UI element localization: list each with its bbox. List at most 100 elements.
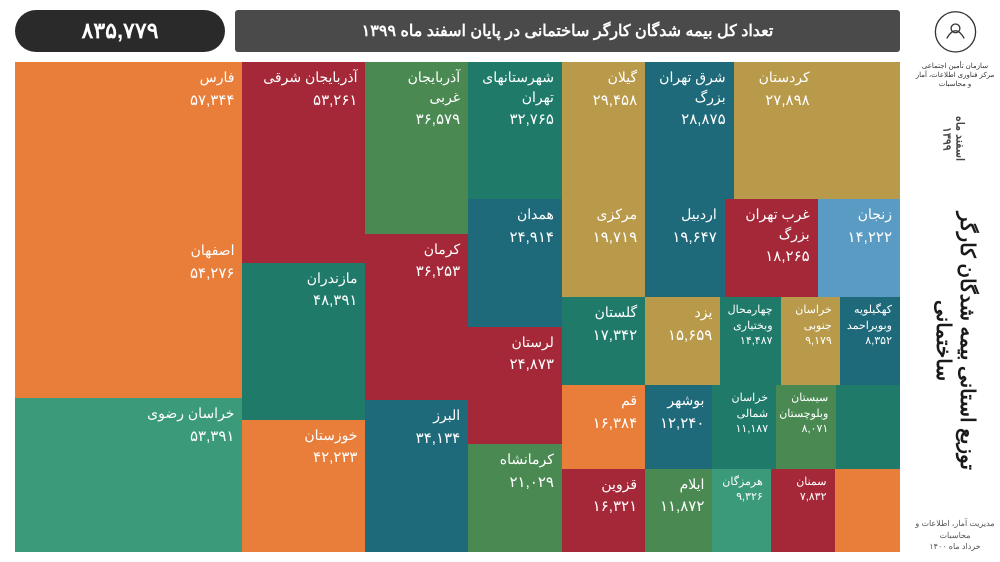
cell-value: ۹,۱۷۹	[789, 334, 832, 349]
cell-name: لرستان	[476, 333, 554, 353]
cell-value: ۳۶,۵۷۹	[373, 109, 460, 130]
cell-value: ۱۹,۶۴۷	[653, 227, 717, 248]
cell-value: ۲۹,۴۵۸	[570, 90, 637, 111]
cell-gilan: گیلان۲۹,۴۵۸	[562, 62, 645, 199]
cell-lorestan: لرستان۲۴,۸۷۳	[468, 327, 562, 445]
cell-value: ۴۲,۲۳۳	[250, 447, 357, 468]
cell-name: شهرستانهای تهران	[476, 68, 554, 107]
cell-name: هرمزگان	[720, 475, 762, 490]
cell-kurdistan: کردستان۲۷,۸۹۸	[734, 62, 818, 199]
vertical-title: توزیع استانی بیمه شدگان کارگر ساختمانی ا…	[931, 104, 979, 508]
cell-kerman: کرمان۳۶,۲۵۳	[365, 234, 468, 401]
cell-value: ۵۳,۳۹۱	[23, 426, 234, 447]
cell-fars: فارس۵۷,۳۴۴	[15, 62, 242, 235]
cell-alborz: البرز۳۴,۱۳۴	[365, 400, 468, 552]
cell-azarbaijan-gharbi: آذربایجان غربی۳۶,۵۷۹	[365, 62, 468, 234]
cell-zanjan: زنجان۱۴,۲۲۲	[818, 199, 900, 297]
cell-name: غرب تهران بزرگ	[733, 205, 810, 244]
cell-yazd: یزد۱۵,۶۵۹	[645, 297, 720, 385]
cell-name: چهارمحال وبختیاری	[728, 303, 772, 334]
cell-value: ۱۴,۲۲۲	[826, 227, 892, 248]
cell-name: خراسان شمالی	[720, 391, 768, 422]
cell-value: ۱۷,۳۴۲	[570, 325, 637, 346]
cell-name: مازندران	[250, 269, 357, 289]
cell-khorasan-shomali: خراسان شمالی۱۱,۱۸۷	[712, 385, 776, 468]
cell-value: ۱۶,۳۸۴	[570, 413, 637, 434]
cell-name: قم	[570, 391, 637, 411]
cell-name: کهگیلویه وبویراحمد	[848, 303, 892, 334]
cell-name: کردستان	[742, 68, 810, 88]
cell-name: همدان	[476, 205, 554, 225]
cell-value: ۱۴,۴۸۷	[728, 334, 772, 349]
cell-name: البرز	[373, 406, 460, 426]
cell-value: ۲۸,۸۷۵	[653, 109, 726, 130]
cell-name: بوشهر	[653, 391, 704, 411]
cell-value: ۱۲,۲۴۰	[653, 413, 704, 434]
main-area: تعداد کل بیمه شدگان کارگر ساختمانی در پا…	[0, 0, 910, 562]
cell-value: ۴۸,۳۹۱	[250, 290, 357, 311]
sidebar: سازمان تأمین اجتماعی مرکز فناوری اطلاعات…	[910, 0, 1000, 562]
treemap-chart: مدیریت آمار، اطلاعات و محاسبات سازمان تأ…	[15, 62, 900, 552]
cell-name: قزوین	[570, 475, 637, 495]
cell-name: اصفهان	[23, 241, 234, 261]
cell-name: خوزستان	[250, 426, 357, 446]
cell-value: ۵۴,۲۷۶	[23, 263, 234, 284]
org-logo-icon	[933, 10, 978, 54]
cell-value: ۸,۳۵۲	[848, 334, 892, 349]
cell-value: ۳۴,۱۳۴	[373, 428, 460, 449]
cell-value: ۲۴,۸۷۳	[476, 354, 554, 375]
cell-name: خراسان جنوبی	[789, 303, 832, 334]
cell-value: ۳۶,۲۵۳	[373, 261, 460, 282]
cell-name: اردبیل	[653, 205, 717, 225]
cell-value: ۲۱,۰۲۹	[476, 472, 554, 493]
cell-name: مرکزی	[570, 205, 637, 225]
cell-value: ۱۸,۲۶۵	[733, 246, 810, 267]
cell-value: ۲۷,۸۹۸	[742, 90, 810, 111]
cell-value: ۲۴,۹۱۴	[476, 227, 554, 248]
cell-markazi: مرکزی۱۹,۷۱۹	[562, 199, 645, 297]
cell-name: سیستان وبلوچستان	[784, 391, 828, 422]
cell-kohgiluyeh: کهگیلویه وبویراحمد۸,۳۵۲	[840, 297, 900, 385]
cell-value: ۹,۳۲۶	[720, 490, 762, 505]
cell-golestan: گلستان۱۷,۳۴۲	[562, 297, 645, 385]
cell-hormozgan: هرمزگان۹,۳۲۶	[712, 469, 770, 552]
cell-value: ۱۵,۶۵۹	[653, 325, 712, 346]
header-title: تعداد کل بیمه شدگان کارگر ساختمانی در پا…	[235, 10, 900, 52]
cell-ilam: ایلام۱۱,۸۷۲	[645, 469, 712, 552]
cell-value: ۱۱,۸۷۲	[653, 496, 704, 517]
cell-blank2	[836, 385, 900, 468]
cell-name: آذربایجان شرقی	[250, 68, 357, 88]
cell-tehran-counties: شهرستانهای تهران۳۲,۷۶۵	[468, 62, 562, 199]
cell-tehran-east: شرق تهران بزرگ۲۸,۸۷۵	[645, 62, 734, 199]
cell-qom: قم۱۶,۳۸۴	[562, 385, 645, 468]
cell-value: ۵۳,۲۶۱	[250, 90, 357, 111]
cell-name: آذربایجان غربی	[373, 68, 460, 107]
cell-value: ۱۹,۷۱۹	[570, 227, 637, 248]
cell-mazandaran: مازندران۴۸,۳۹۱	[242, 263, 365, 420]
cell-name: شرق تهران بزرگ	[653, 68, 726, 107]
cell-name: زنجان	[826, 205, 892, 225]
cell-azarbaijan-sharghi: آذربایجان شرقی۵۳,۲۶۱	[242, 62, 365, 263]
cell-value: ۸,۰۷۱	[784, 422, 828, 437]
cell-name: گیلان	[570, 68, 637, 88]
cell-tehran-west: غرب تهران بزرگ۱۸,۲۶۵	[725, 199, 818, 297]
org-name: سازمان تأمین اجتماعی مرکز فناوری اطلاعات…	[915, 62, 995, 89]
cell-semnan: سمنان۷,۸۳۲	[771, 469, 835, 552]
cell-name: یزد	[653, 303, 712, 323]
cell-khorasan-razavi: خراسان رضوی۵۳,۳۹۱	[15, 398, 242, 552]
sidebar-footer: مدیریت آمار، اطلاعات و محاسبات خرداد ماه…	[915, 518, 995, 552]
cell-sistan: سیستان وبلوچستان۸,۰۷۱	[776, 385, 836, 468]
cell-value: ۷,۸۳۲	[779, 490, 827, 505]
cell-ardabil: اردبیل۱۹,۶۴۷	[645, 199, 725, 297]
cell-value: ۳۲,۷۶۵	[476, 109, 554, 130]
cell-name: ایلام	[653, 475, 704, 495]
cell-isfahan: اصفهان۵۴,۲۷۶	[15, 235, 242, 398]
header: تعداد کل بیمه شدگان کارگر ساختمانی در پا…	[15, 10, 900, 52]
cell-name: فارس	[23, 68, 234, 88]
cell-hamedan: همدان۲۴,۹۱۴	[468, 199, 562, 326]
cell-value: ۱۶,۳۲۱	[570, 496, 637, 517]
cell-name: کرمان	[373, 240, 460, 260]
cell-value: ۱۱,۱۸۷	[720, 422, 768, 437]
cell-name: سمنان	[779, 475, 827, 490]
cell-chaharmahal: چهارمحال وبختیاری۱۴,۴۸۷	[720, 297, 780, 385]
